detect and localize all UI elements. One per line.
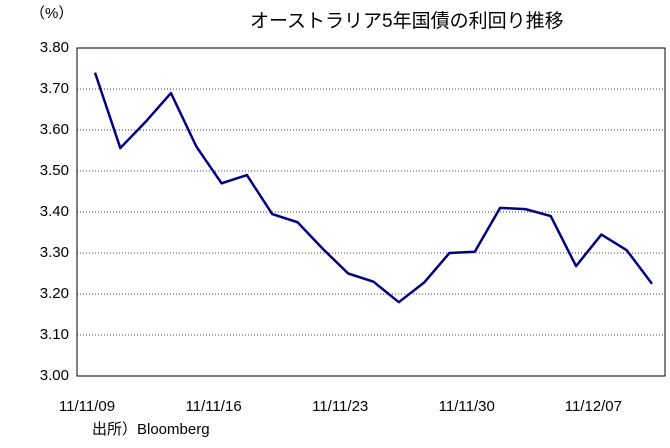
plot-area bbox=[76, 47, 666, 377]
x-tick-label: 11/11/16 bbox=[186, 398, 242, 415]
x-tick-label: 11/11/23 bbox=[312, 398, 368, 415]
x-tick-label: 11/11/30 bbox=[439, 398, 495, 415]
line-series bbox=[93, 72, 653, 304]
y-tick-label: 3.40 bbox=[40, 203, 69, 220]
y-tick-label: 3.60 bbox=[40, 121, 69, 138]
source-note: 出所）Bloomberg bbox=[92, 421, 210, 438]
y-tick-label: 3.80 bbox=[40, 39, 69, 56]
chart-title: オーストラリア5年国債の利回り推移 bbox=[250, 10, 564, 32]
y-tick-label: 3.10 bbox=[40, 326, 69, 343]
y-tick-label: 3.00 bbox=[40, 367, 69, 384]
y-tick-label: 3.50 bbox=[40, 162, 69, 179]
x-tick-label: 11/11/09 bbox=[59, 398, 115, 415]
y-tick-label: 3.20 bbox=[40, 285, 69, 302]
y-tick-label: 3.70 bbox=[40, 80, 69, 97]
y-axis-label: （%） bbox=[30, 5, 73, 22]
x-tick-label: 11/12/07 bbox=[565, 398, 622, 415]
y-tick-label: 3.30 bbox=[40, 244, 69, 261]
